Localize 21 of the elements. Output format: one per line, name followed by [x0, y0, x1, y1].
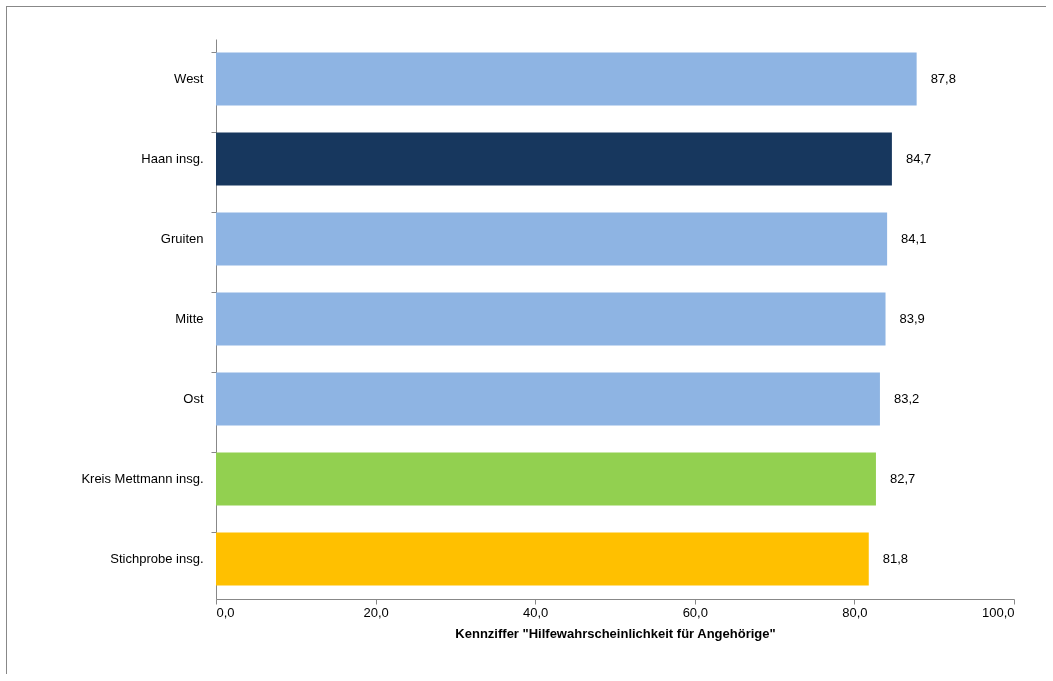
x-tick-label: 0,0 [216, 604, 235, 620]
y-tick-label: Haan insg. [141, 151, 204, 166]
data-label: 84,1 [901, 231, 927, 246]
y-tick-label: Gruiten [160, 231, 204, 246]
x-tick-label: 80,0 [842, 604, 868, 620]
x-tick-label: 60,0 [682, 604, 708, 620]
x-tick-label: 40,0 [523, 604, 549, 620]
x-axis-title: Kennziffer "Hilfewahrscheinlichkeit für Angehörige" [455, 625, 776, 641]
data-label: 84,7 [905, 151, 932, 166]
y-tick-label: Kreis Mettmann insg. [81, 471, 204, 486]
data-label: 83,2 [893, 391, 920, 406]
data-label: 81,8 [882, 551, 909, 566]
y-tick-label: West [174, 71, 204, 86]
y-tick-label: Ost [183, 391, 204, 406]
x-tick-label: 100,0 [981, 604, 1015, 620]
x-tick-label: 20,0 [363, 604, 389, 620]
y-tick-label: Stichprobe insg. [110, 551, 204, 566]
data-label: 83,9 [899, 311, 925, 326]
data-label: 82,7 [889, 471, 916, 486]
y-tick-label: Mitte [175, 311, 204, 326]
data-label: 87,8 [930, 71, 956, 86]
